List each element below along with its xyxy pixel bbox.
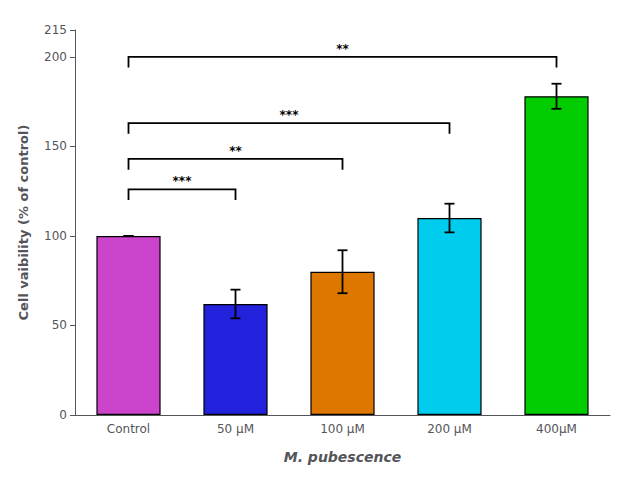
svg-text:200: 200 [44, 50, 67, 64]
svg-text:Cell vaibility (% of control): Cell vaibility (% of control) [16, 125, 31, 321]
svg-text:***: *** [173, 174, 193, 188]
svg-text:***: *** [280, 108, 300, 122]
svg-text:100 μM: 100 μM [320, 422, 365, 436]
svg-text:**: ** [229, 144, 242, 158]
svg-text:Control: Control [107, 422, 150, 436]
svg-text:0: 0 [59, 408, 67, 422]
svg-text:400μM: 400μM [536, 422, 577, 436]
svg-text:**: ** [336, 42, 349, 56]
svg-text:50 μM: 50 μM [217, 422, 254, 436]
svg-text:100: 100 [44, 229, 67, 243]
svg-text:50: 50 [52, 318, 67, 332]
svg-text:215: 215 [44, 23, 67, 37]
svg-text:M. pubescence: M. pubescence [284, 449, 402, 465]
svg-text:200 μM: 200 μM [427, 422, 472, 436]
svg-text:150: 150 [44, 139, 67, 153]
